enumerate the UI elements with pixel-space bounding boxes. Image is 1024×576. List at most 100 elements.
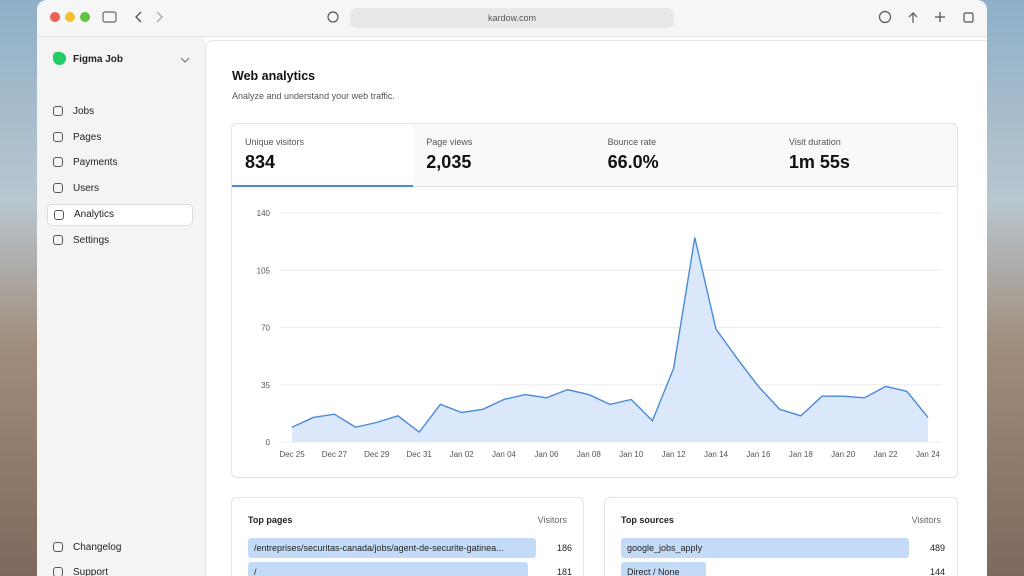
nav-icon	[54, 210, 64, 220]
toolbar-icons	[102, 10, 974, 24]
list-row[interactable]: / 181	[248, 562, 572, 576]
bar	[248, 562, 529, 576]
nav-label: Jobs	[73, 106, 95, 117]
stats-tabs: Unique visitors 834 Page views 2,035 Bounce …	[232, 124, 957, 187]
stat-value: 2,035	[426, 152, 472, 172]
footer-icon	[53, 567, 63, 576]
sidebar-toggle[interactable]	[102, 11, 117, 23]
x-tick-label: Jan 12	[662, 450, 687, 459]
bar	[621, 562, 706, 576]
row-label: /	[254, 567, 257, 576]
nav-label: Users	[73, 182, 100, 194]
nav-item[interactable]: Jobs	[47, 101, 193, 123]
privacy-icon[interactable]	[327, 11, 339, 23]
forward-button[interactable]	[156, 11, 163, 23]
workspace-logo	[53, 52, 66, 65]
nav-icon	[53, 182, 63, 193]
nav-item[interactable]: Payments	[47, 152, 193, 174]
footer-label: Support	[73, 567, 109, 576]
footer-item[interactable]: Support	[47, 562, 193, 576]
bar	[621, 538, 909, 558]
stat-label: Bounce rate	[607, 137, 657, 147]
workspace-name[interactable]: Figma Job	[73, 54, 124, 65]
stat-label: Page views	[426, 137, 473, 147]
footer-item[interactable]: Changelog	[47, 537, 193, 559]
new-tab-button[interactable]	[935, 12, 945, 22]
x-tick-label: Jan 24	[916, 450, 941, 459]
row-label: google_jobs_apply	[627, 543, 703, 553]
list-row[interactable]: /entreprises/securitas-canada/jobs/agent…	[248, 538, 572, 558]
x-tick-label: Jan 06	[534, 450, 559, 459]
row-label: Direct / None	[627, 567, 680, 576]
address-bar[interactable]: kardow.com	[350, 8, 674, 28]
x-tick-label: Jan 04	[492, 450, 517, 459]
row-value: 489	[929, 543, 945, 553]
column-header: Visitors	[537, 515, 567, 525]
footer-icon	[53, 542, 63, 552]
nav-label: Settings	[73, 234, 110, 246]
list-row[interactable]: Direct / None 144	[621, 562, 945, 576]
row-value: 186	[556, 543, 572, 553]
y-tick-label: 35	[261, 381, 270, 390]
stat-tab[interactable]: Bounce rate 66.0%	[595, 124, 776, 186]
stat-tab[interactable]: Visit duration 1m 55s	[776, 124, 957, 186]
list-row[interactable]: google_jobs_apply 489	[621, 538, 945, 558]
row-label: /entreprises/securitas-canada/jobs/agent…	[254, 543, 504, 553]
card-title: Top sources	[621, 515, 674, 525]
nav-item[interactable]: Pages	[47, 127, 193, 149]
stat-value: 834	[245, 152, 276, 172]
browser-window: kardow.com Figma Job Jobs Pages Payments Us…	[37, 0, 987, 576]
nav-item[interactable]: Settings	[47, 230, 193, 252]
line	[291, 237, 929, 434]
zoom-button[interactable]	[80, 12, 90, 22]
nav-item[interactable]: Analytics	[47, 204, 193, 226]
column-header: Visitors	[911, 515, 941, 525]
x-tick-label: Jan 14	[704, 450, 729, 459]
card-title: Top pages	[248, 515, 293, 525]
analytics-card: Unique visitors 834 Page views 2,035 Bounce …	[231, 123, 958, 478]
area	[292, 237, 928, 442]
x-tick-label: Jan 08	[577, 450, 602, 459]
nav-label: Payments	[73, 157, 118, 168]
x-tick-label: Jan 10	[619, 450, 644, 459]
sidebar: Figma Job Jobs Pages Payments Users Analytic…	[37, 37, 205, 576]
downloads-button[interactable]	[878, 10, 892, 24]
stat-tab[interactable]: Page views 2,035	[413, 124, 594, 186]
stat-tab[interactable]: Unique visitors 834	[232, 124, 413, 187]
footer-label: Changelog	[73, 542, 122, 553]
row-value: 181	[556, 567, 572, 576]
x-tick-label: Jan 02	[450, 450, 475, 459]
x-tick-label: Jan 22	[874, 450, 899, 459]
stat-label: Visit duration	[788, 137, 841, 147]
y-tick-label: 70	[261, 324, 270, 333]
x-tick-label: Dec 27	[322, 450, 348, 459]
y-tick-label: 140	[257, 209, 271, 218]
main-content: Web analytics Analyze and understand you…	[205, 40, 987, 576]
bar	[248, 538, 536, 558]
tabs-button[interactable]	[963, 12, 974, 23]
top-pages-card: Top pages Visitors/entreprises/securitas-…	[231, 497, 584, 576]
top-sources-card: Top sources Visitors google_jobs_apply 489 D…	[604, 497, 958, 576]
x-tick-label: Jan 16	[746, 450, 771, 459]
x-tick-label: Jan 18	[789, 450, 814, 459]
nav-icon	[53, 106, 63, 116]
row-value: 144	[929, 567, 945, 576]
stat-value: 1m 55s	[788, 152, 850, 172]
nav-label: Pages	[73, 131, 102, 143]
chevron	[180, 57, 190, 63]
nav-item[interactable]: Users	[47, 178, 193, 200]
toolbar: kardow.com	[37, 0, 987, 37]
back-button[interactable]	[135, 11, 142, 23]
stat-value: 66.0%	[607, 152, 659, 172]
minimize-button[interactable]	[65, 12, 75, 22]
share-button[interactable]	[908, 12, 918, 23]
x-tick-label: Dec 25	[279, 450, 305, 459]
nav-icon	[53, 131, 63, 142]
line-chart: 0 35 70 105 140 Dec 25 Dec 27 Dec 29 Dec 31 Jan 0…	[257, 209, 942, 459]
page-subtitle: Analyze and understand your web traffic.	[232, 91, 395, 101]
y-tick-label: 105	[257, 266, 271, 275]
close-button[interactable]	[50, 12, 60, 22]
x-tick-label: Dec 31	[407, 450, 433, 459]
stat-label: Unique visitors	[245, 137, 305, 147]
